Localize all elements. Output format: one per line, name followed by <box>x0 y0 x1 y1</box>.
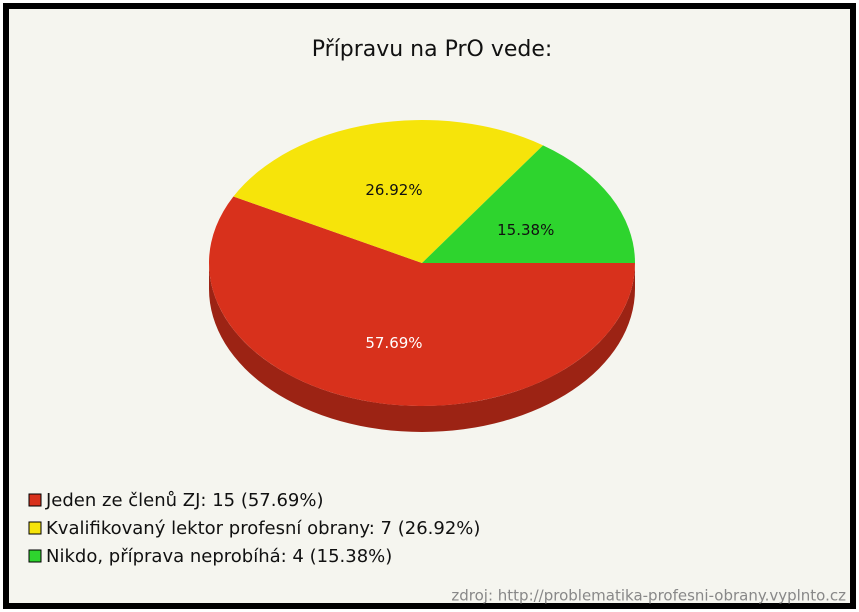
source-note: zdroj: http://problematika-profesni-obra… <box>451 587 846 605</box>
value-label: 26.92% <box>365 181 422 199</box>
value-label: 15.38% <box>497 221 554 239</box>
legend-swatch <box>28 549 42 563</box>
pie-slice <box>209 196 636 406</box>
legend-label: Nikdo, příprava neprobíhá: 4 (15.38%) <box>46 546 392 567</box>
legend-label: Jeden ze členů ZJ: 15 (57.69%) <box>45 490 324 511</box>
value-label: 57.69% <box>365 334 422 352</box>
legend-swatch <box>28 521 42 535</box>
pie-slice <box>233 120 544 263</box>
legend-label: Kvalifikovaný lektor profesní obrany: 7 … <box>46 518 480 539</box>
chart-title: Přípravu na PrO vede: <box>312 37 553 62</box>
pie-slice <box>422 145 635 263</box>
legend-swatch <box>28 493 42 507</box>
pie-side <box>209 263 635 432</box>
